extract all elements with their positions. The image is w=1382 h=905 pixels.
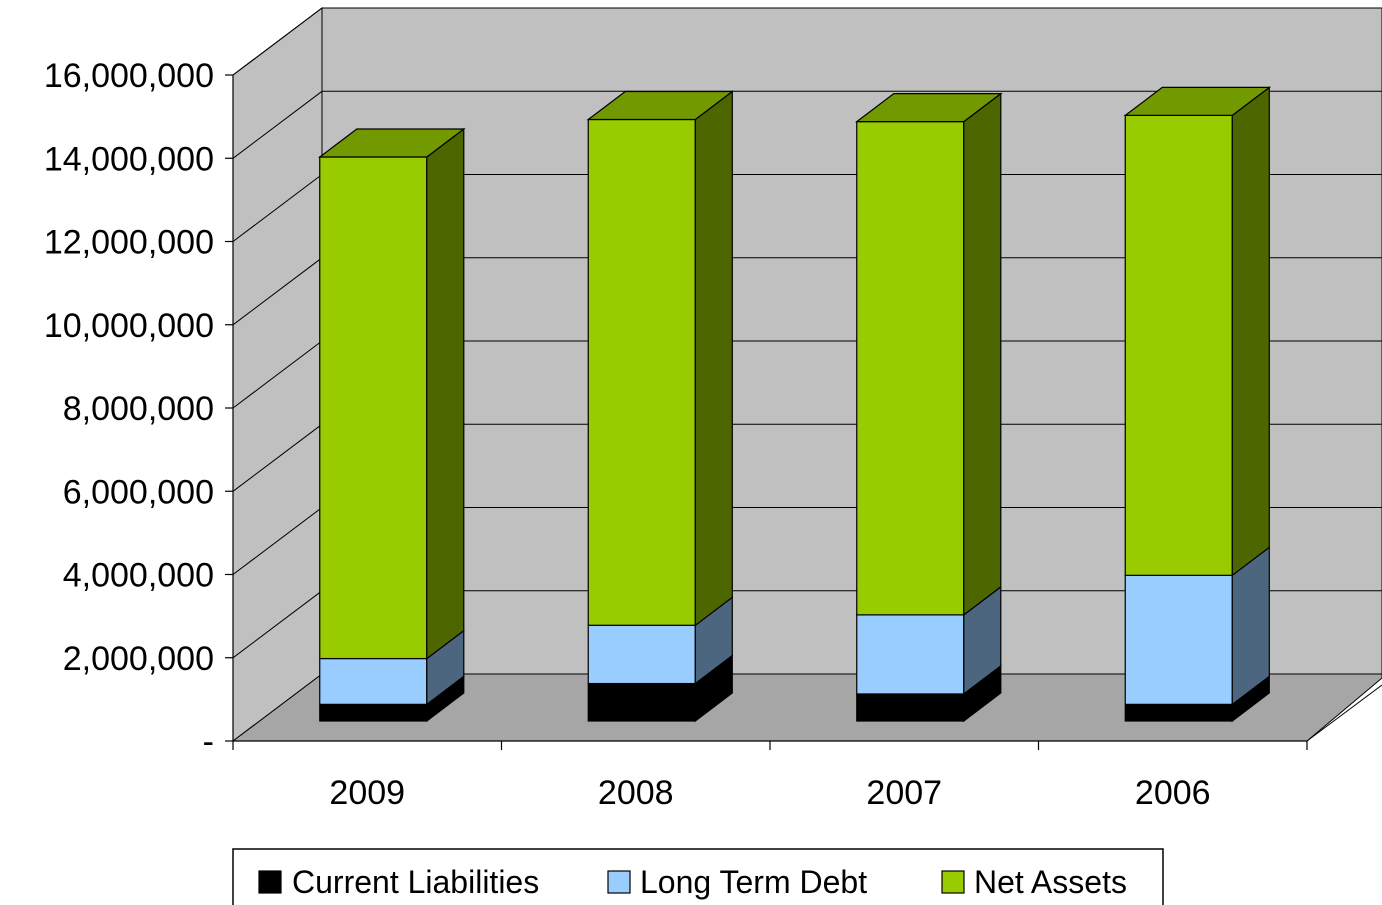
y-tick-label: - [203,723,214,761]
bar-segment [318,127,466,660]
bars [318,86,1272,723]
bar-front-2006-2 [1124,114,1233,576]
bar-front-2007-0 [856,693,965,722]
bar-top-2006 [1123,86,1272,117]
bar-segment [856,585,1002,696]
bar-side-2007-2 [963,92,1002,617]
axes [225,74,1308,750]
bar-top-2008 [586,90,735,121]
x-category-label: 2007 [866,774,942,812]
bar-front-2007-1 [856,614,965,695]
bar-front-2008-1 [587,624,696,685]
bar-segment [1123,86,1272,577]
y-tick-label: 14,000,000 [44,140,214,178]
legend-box [232,848,1164,905]
bar-segment [587,654,733,723]
y-tick-label: 8,000,000 [63,390,214,428]
bar-segment [319,675,465,723]
bar-front-2006-1 [1124,574,1233,705]
floor-edge [1306,684,1382,742]
x-axis-category-labels: 2009 2008 2007 2006 [329,774,1210,812]
legend-label-net-assets: Net Assets [974,864,1127,900]
bar-front-2009-2 [319,156,428,660]
gridline [232,7,1382,76]
bar-front-2009-1 [319,657,428,705]
y-axis-tick-labels: - 2,000,000 4,000,000 6,000,000 8,000,000 10,… [44,57,214,761]
bar-segment [319,629,465,706]
bar-segment [587,596,733,685]
x-category-label: 2009 [329,774,405,812]
legend-swatch-long-term-debt [607,870,631,894]
y-tick-label: 4,000,000 [63,557,214,595]
bar-front-2006-0 [1124,703,1233,722]
bar-top-2009 [318,128,466,158]
y-tick-label: 10,000,000 [44,307,214,345]
y-tick-label: 6,000,000 [63,473,214,511]
bar-side-2008-2 [694,90,733,627]
x-category-label: 2008 [598,774,674,812]
bar-segment [586,90,735,627]
bar-top-2007 [855,92,1003,123]
legend: Current Liabilities Long Term Debt Net A… [232,848,1164,905]
y-tick-label: 2,000,000 [63,640,214,678]
bar-front-2008-2 [587,118,696,626]
bar-front-2007-2 [856,120,965,616]
bar-side-2006-2 [1231,86,1270,577]
bar-segment [1124,546,1270,706]
y-tick-label: 16,000,000 [44,57,214,95]
legend-label-long-term-debt: Long Term Debt [640,864,867,900]
bar-segment [855,92,1003,617]
x-category-label: 2006 [1135,774,1211,812]
gridline [232,90,1382,159]
bar-front-2009-0 [319,703,428,722]
legend-swatch-net-assets [941,870,965,894]
legend-label-current-liabilities: Current Liabilities [292,864,539,900]
bar-front-2008-0 [587,682,696,722]
y-tick-label: 12,000,000 [44,224,214,262]
bar-side-2009-2 [426,127,465,660]
legend-swatch-current-liabilities [258,870,282,894]
